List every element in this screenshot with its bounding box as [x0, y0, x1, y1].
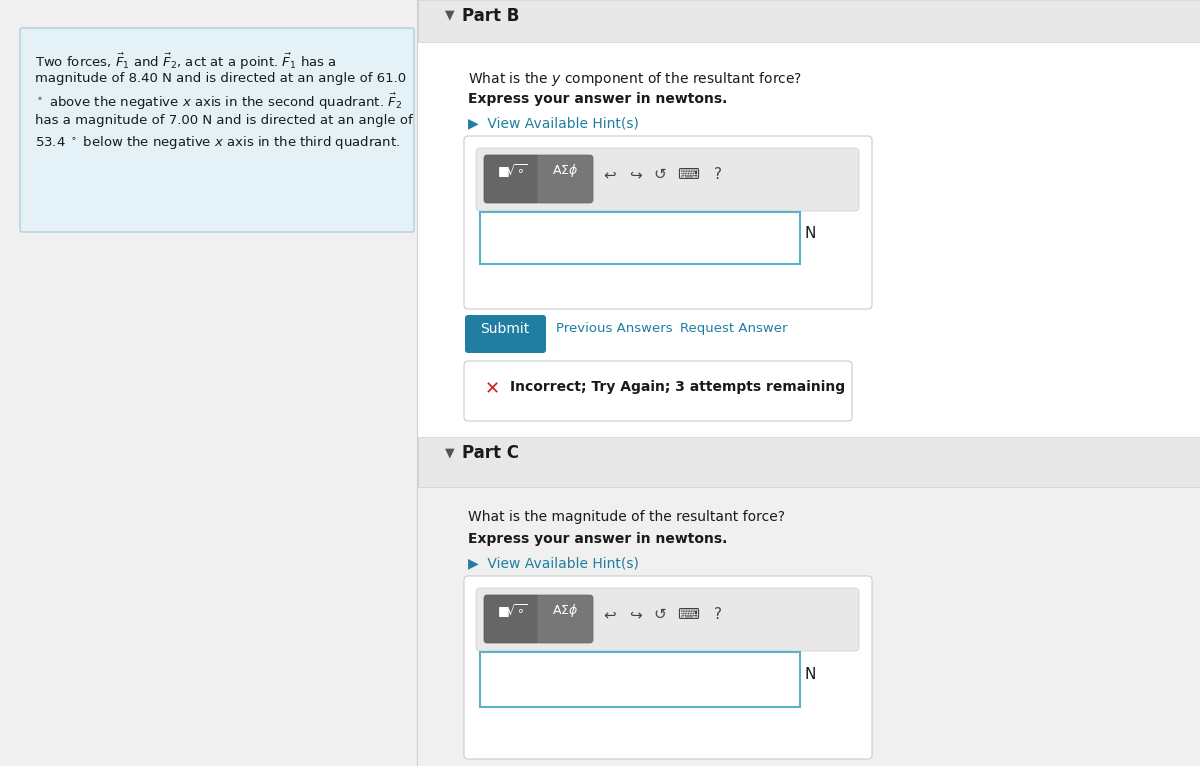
Text: Express your answer in newtons.: Express your answer in newtons. [468, 92, 727, 106]
Text: What is the $y$ component of the resultant force?: What is the $y$ component of the resulta… [468, 70, 803, 88]
Text: Part C: Part C [462, 444, 520, 462]
FancyBboxPatch shape [464, 136, 872, 309]
Text: $\blacksquare\!\sqrt{\circ}$: $\blacksquare\!\sqrt{\circ}$ [497, 162, 527, 180]
FancyBboxPatch shape [484, 595, 540, 643]
Bar [480, 652, 800, 707]
Text: $^\circ$ above the negative $x$ axis in the second quadrant. $\vec{F}_2$: $^\circ$ above the negative $x$ axis in … [35, 92, 402, 113]
FancyBboxPatch shape [476, 588, 859, 651]
Text: A$\Sigma\phi$: A$\Sigma\phi$ [552, 162, 578, 179]
Text: ▼: ▼ [445, 446, 455, 459]
Text: has a magnitude of 7.00 N and is directed at an angle of: has a magnitude of 7.00 N and is directe… [35, 114, 413, 127]
Text: Part B: Part B [462, 7, 520, 25]
Text: ↪: ↪ [629, 607, 641, 622]
Text: ↺: ↺ [654, 607, 666, 622]
Text: Express your answer in newtons.: Express your answer in newtons. [468, 532, 727, 546]
FancyBboxPatch shape [464, 361, 852, 421]
Text: A$\Sigma\phi$: A$\Sigma\phi$ [552, 602, 578, 619]
Text: N: N [804, 667, 815, 682]
Text: ↺: ↺ [654, 167, 666, 182]
FancyBboxPatch shape [466, 315, 546, 353]
Text: ▶  View Available Hint(s): ▶ View Available Hint(s) [468, 556, 638, 570]
Text: ↩: ↩ [604, 167, 617, 182]
Text: Request Answer: Request Answer [680, 322, 787, 335]
Bar [418, 0, 1200, 42]
FancyBboxPatch shape [538, 595, 593, 643]
Text: $\blacksquare\!\sqrt{\circ}$: $\blacksquare\!\sqrt{\circ}$ [497, 602, 527, 620]
Bar [480, 212, 800, 264]
FancyBboxPatch shape [464, 576, 872, 759]
FancyBboxPatch shape [538, 155, 593, 203]
Bar [418, 0, 1200, 766]
Text: magnitude of 8.40 N and is directed at an angle of 61.0: magnitude of 8.40 N and is directed at a… [35, 72, 406, 85]
Text: ?: ? [714, 167, 722, 182]
Text: What is the magnitude of the resultant force?: What is the magnitude of the resultant f… [468, 510, 785, 524]
Text: ▶  View Available Hint(s): ▶ View Available Hint(s) [468, 116, 638, 130]
Text: ✕: ✕ [485, 380, 500, 398]
Text: ↩: ↩ [604, 607, 617, 622]
Text: ⌨: ⌨ [677, 167, 698, 182]
Text: ⌨: ⌨ [677, 607, 698, 622]
Text: ↪: ↪ [629, 167, 641, 182]
FancyBboxPatch shape [20, 28, 414, 232]
Text: Incorrect; Try Again; 3 attempts remaining: Incorrect; Try Again; 3 attempts remaini… [510, 380, 845, 394]
Bar [418, 42, 1200, 437]
FancyBboxPatch shape [484, 155, 540, 203]
Text: 53.4 $^\circ$ below the negative $x$ axis in the third quadrant.: 53.4 $^\circ$ below the negative $x$ axi… [35, 134, 400, 151]
Text: N: N [804, 226, 815, 241]
Bar [418, 437, 1200, 487]
FancyBboxPatch shape [476, 148, 859, 211]
Text: Submit: Submit [480, 322, 529, 336]
Text: ?: ? [714, 607, 722, 622]
Text: Two forces, $\vec{F}_1$ and $\vec{F}_2$, act at a point. $\vec{F}_1$ has a: Two forces, $\vec{F}_1$ and $\vec{F}_2$,… [35, 52, 336, 72]
Text: Previous Answers: Previous Answers [556, 322, 673, 335]
Bar [418, 487, 1200, 766]
Text: ▼: ▼ [445, 8, 455, 21]
